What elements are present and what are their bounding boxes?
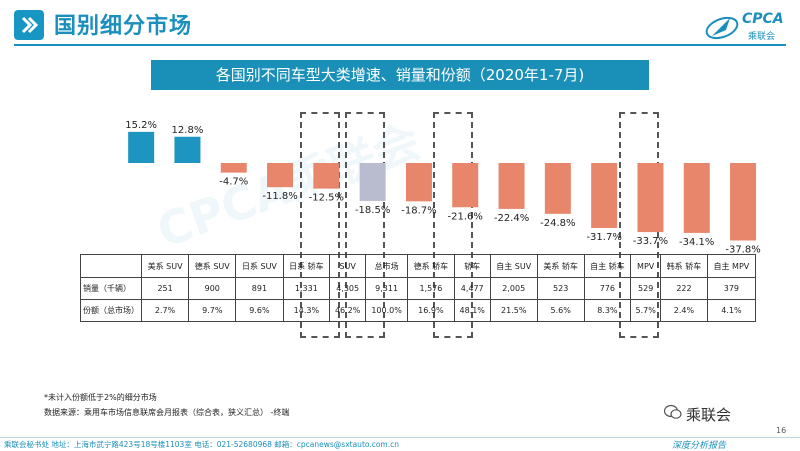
bar-日系-SUV (220, 163, 247, 173)
table-cell: 222 (660, 277, 708, 300)
column-header: 韩系 轿车 (660, 254, 708, 278)
bar-value-label: -33.7% (633, 236, 668, 247)
table-cell: 48.1% (453, 299, 491, 322)
logo-text: CPCA (742, 11, 784, 27)
column-header: SUV (329, 254, 367, 278)
column-header: 美系 SUV (140, 254, 190, 278)
table-cell: 9.7% (188, 299, 237, 322)
bar-value-label: -37.8% (725, 244, 760, 255)
bar-日系-轿车 (267, 163, 294, 188)
bar-德系-轿车 (405, 163, 432, 202)
table-cell: 21.5% (489, 299, 538, 322)
bar-value-label: 15.2% (125, 120, 157, 131)
bar-自主-轿车 (591, 163, 618, 228)
highlight-box-sedan (433, 112, 473, 338)
table-cell: 46.2% (329, 299, 367, 322)
table-cell: 4,305 (329, 277, 367, 300)
bar-value-label: -31.7% (586, 232, 621, 243)
table-cell: 251 (140, 277, 190, 300)
column-header: 轿车 (453, 254, 491, 278)
bar-value-label: -18.5% (355, 205, 390, 216)
table-cell: 1,331 (282, 277, 331, 300)
table-cell: 8.3% (583, 299, 632, 322)
page-number: 16 (776, 426, 787, 435)
bar-美系-轿车 (544, 163, 571, 214)
growth-bar-chart: 15.2% 12.8% -4.7% -11.8% -12.5% -18.5% -18.7% -… (125, 120, 760, 256)
table-cell: 891 (235, 277, 284, 300)
header-arrow-icon (14, 10, 44, 40)
column-header: 自主 SUV (489, 254, 538, 278)
table-cell: 900 (188, 277, 237, 300)
bar-美系-SUV (128, 131, 155, 163)
bar-德系-SUV (174, 136, 201, 163)
chart-title-banner: 各国别不同车型大类增速、销量和份额（2020年1-7月) (151, 60, 649, 90)
column-header: 德系 轿车 (407, 254, 455, 278)
bar-自主-SUV (498, 163, 525, 209)
table-cell: 2.4% (660, 299, 708, 322)
bar-value-label: -11.8% (262, 191, 297, 202)
bar-value-label: -24.8% (540, 218, 575, 229)
wechat-account-name: 乘联会 (686, 406, 732, 424)
bar-轿车 (452, 163, 479, 208)
bar-自主-MPV (730, 163, 757, 241)
bar-value-label: -34.1% (679, 237, 714, 248)
table-header-row: 美系 SUV 德系 SUV 日系 SUV 日系 轿车 SUV 总市场 德系 轿车 轿车 自主 S… (80, 254, 757, 278)
table-cell: 5.7% (630, 299, 662, 322)
header-divider (14, 44, 786, 46)
table-cell: 1,576 (407, 277, 455, 300)
table-cell: 14.3% (282, 299, 331, 322)
bar-value-label: -21.6% (448, 211, 483, 222)
table-cell: 529 (630, 277, 662, 300)
row-label: 销量（千辆） (80, 277, 142, 300)
table-cell: 776 (583, 277, 632, 300)
column-header: 自主 MPV (706, 254, 757, 278)
bar-value-label: -12.5% (309, 193, 344, 204)
table-row-share: 份额（总市场） 2.7% 9.7% 9.6% 14.3% 46.2% 100.0% 16.9… (80, 299, 757, 322)
bar-value-label: -22.4% (494, 213, 529, 224)
table-cell: 9,311 (365, 277, 409, 300)
column-header: 日系 SUV (235, 254, 284, 278)
sales-share-table: 美系 SUV 德系 SUV 日系 SUV 日系 轿车 SUV 总市场 德系 轿车 轿车 自主 S… (80, 254, 757, 322)
column-header: 德系 SUV (188, 254, 237, 278)
cpca-logo (704, 10, 790, 44)
table-cell: 4.1% (706, 299, 757, 322)
table-corner-cell (80, 254, 142, 278)
table-cell: 16.9% (407, 299, 455, 322)
bar-SUV (313, 163, 340, 189)
bar-韩系-轿车 (683, 163, 710, 233)
highlight-box-total (345, 112, 385, 338)
table-cell: 9.6% (235, 299, 284, 322)
highlight-box-suv (300, 112, 340, 338)
table-cell: 4,477 (453, 277, 491, 300)
row-label: 份额（总市场） (80, 299, 142, 322)
bar-MPV (637, 163, 664, 233)
logo-subtext: 乘联会 (748, 32, 776, 42)
bar-总市场 (359, 163, 386, 201)
bar-value-label: -18.7% (401, 205, 436, 216)
table-cell: 2.7% (140, 299, 190, 322)
page-title: 国别细分市场 (54, 14, 193, 39)
table-row-sales: 销量（千辆） 251 900 891 1,331 4,305 9,311 1,576 4,47… (80, 277, 757, 300)
footnote-share: *未计入份额低于2%的细分市场 (44, 393, 157, 402)
footer-report-label: 深度分析报告 (672, 441, 727, 451)
table-cell: 100.0% (365, 299, 409, 322)
table-cell: 2,005 (489, 277, 538, 300)
table-cell: 379 (706, 277, 757, 300)
bar-value-label: -4.7% (219, 177, 248, 188)
table-cell: 5.6% (536, 299, 585, 322)
column-header: MPV (630, 254, 662, 278)
footnote-source: 数据来源：乘用车市场信息联席会月报表（综合表，狭义汇总） -终端 (44, 408, 290, 417)
footer-divider (0, 437, 800, 438)
column-header: 自主 轿车 (583, 254, 632, 278)
column-header: 总市场 (365, 254, 409, 278)
bar-value-label: 12.8% (172, 125, 204, 136)
wechat-icon (663, 404, 682, 420)
column-header: 日系 轿车 (282, 254, 331, 278)
table-cell: 523 (536, 277, 585, 300)
footer-contact: 乘联会秘书处 地址：上海市武宁路423号18号楼1103室 电话：021-526… (4, 440, 400, 449)
column-header: 美系 轿车 (536, 254, 585, 278)
